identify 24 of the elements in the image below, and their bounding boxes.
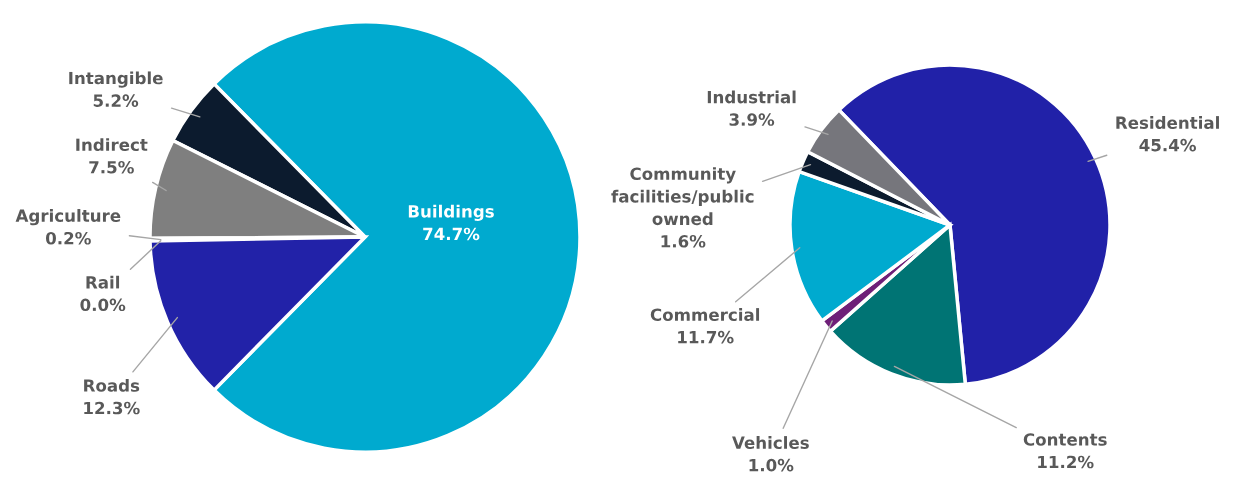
data-label: 1.6% [661,234,706,248]
slice-label: Buildings [408,204,494,221]
slice-label: Intangible [69,71,163,88]
data-label: 12.3% [84,401,140,415]
slice-label: Community facilities/public owned [611,167,754,226]
data-label: 74.7% [423,227,480,241]
slice-label: Roads [84,378,140,392]
slice-label: Agriculture [15,209,121,226]
slice-label: Residential [1116,116,1219,129]
data-label: 7.5% [89,160,134,174]
slice-label: Industrial [707,90,796,104]
text: 0.0% [80,298,126,312]
slice-label: Contents [1023,433,1107,446]
category-label: Rail [86,275,120,289]
data-label: 11.2% [1038,455,1094,469]
slice-label: Commercial [650,308,760,321]
data-label: 1.0% [749,458,794,472]
slice-label: Indirect [76,138,148,152]
data-label: 0.2% [45,231,91,245]
data-label: 45.4% [1139,138,1196,152]
data-label: 5.2% [93,94,139,107]
data-label: 11.7% [678,330,734,344]
slice-label: Vehicles [732,436,809,449]
data-label: 3.9% [729,113,775,126]
